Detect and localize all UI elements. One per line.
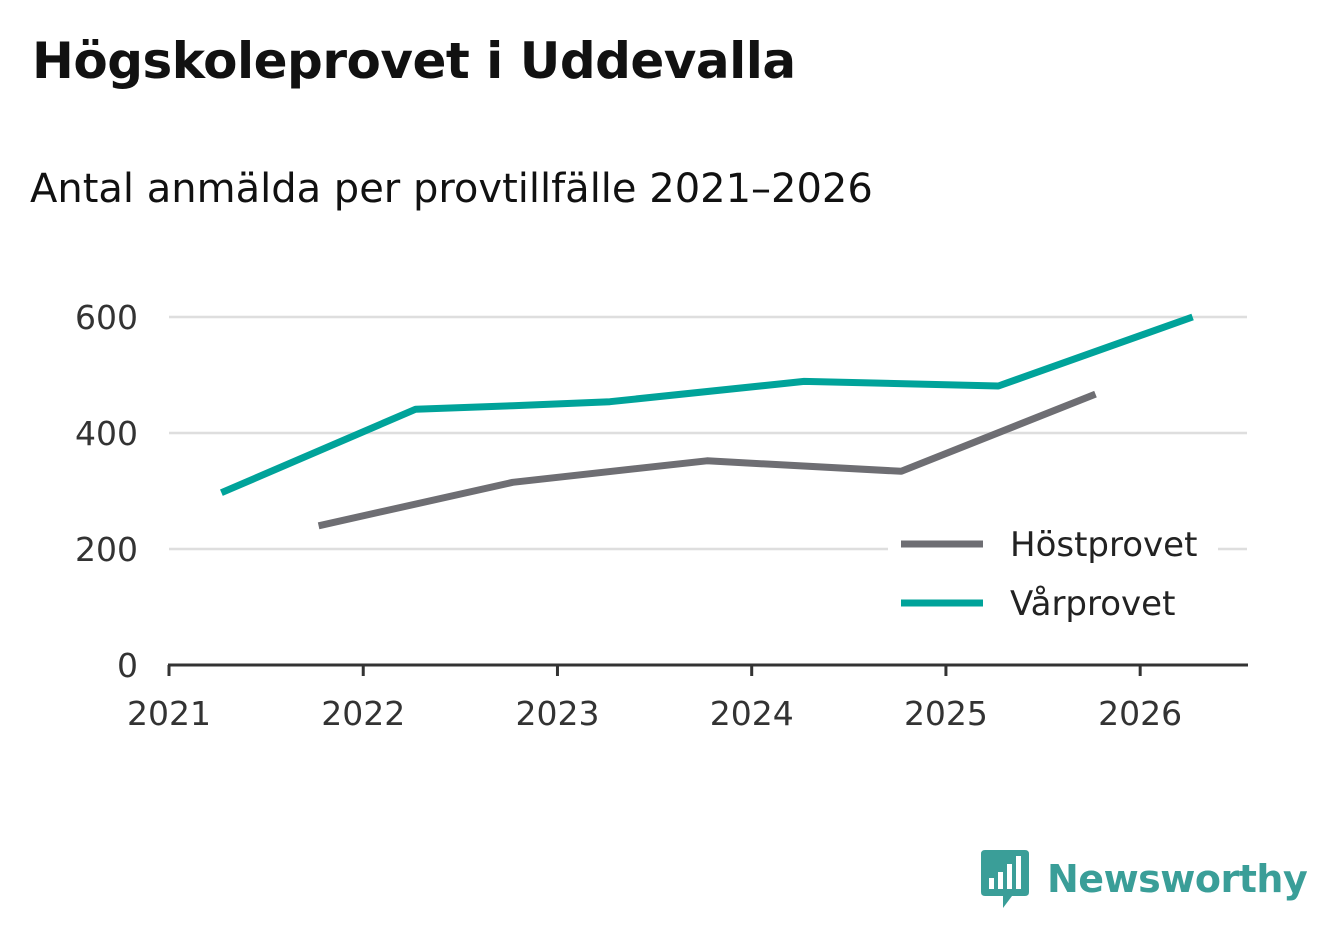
series-line-hostprovet: [317, 390, 1097, 530]
x-tick-label-2023: 2023: [515, 694, 599, 733]
newsworthy-logo-icon: [981, 850, 1029, 908]
chart-title: Högskoleprovet i Uddevalla: [32, 32, 796, 90]
y-tick-label-400: 400: [75, 414, 138, 453]
x-tick-label-2021: 2021: [127, 694, 211, 733]
legend-background: [888, 512, 1218, 632]
newsworthy-brand: Newsworthy: [981, 848, 1308, 910]
x-axis: 2021 2022 2023 2024 2025 2026: [127, 663, 1248, 733]
x-tick-label-2026: 2026: [1098, 694, 1182, 733]
brand-name: Newsworthy: [1047, 857, 1308, 901]
y-tick-label-0: 0: [117, 646, 138, 685]
series-line-varprovet: [220, 313, 1194, 496]
legend: Höstprovet Vårprovet: [888, 512, 1218, 632]
series-lines: [220, 313, 1194, 530]
chart-subtitle: Antal anmälda per provtillfälle 2021–202…: [30, 166, 873, 212]
legend-label-varprovet: Vårprovet: [1010, 584, 1175, 624]
y-tick-label-600: 600: [75, 298, 138, 337]
x-tick-label-2025: 2025: [904, 694, 988, 733]
x-tick-label-2022: 2022: [321, 694, 405, 733]
y-axis: 0 200 400 600: [75, 298, 138, 685]
x-tick-label-2024: 2024: [710, 694, 794, 733]
legend-label-hostprovet: Höstprovet: [1010, 525, 1197, 565]
y-tick-label-200: 200: [75, 530, 138, 569]
